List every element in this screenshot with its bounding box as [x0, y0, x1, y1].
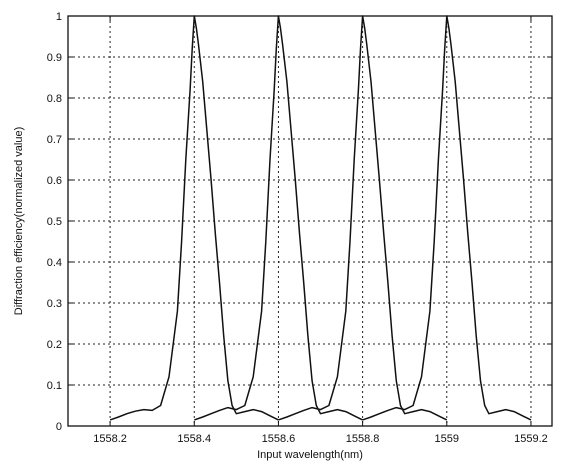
y-axis-label: Diffraction efficiency(normalized value) [13, 127, 25, 316]
grid [68, 16, 552, 426]
y-tick-label: 0 [56, 421, 62, 433]
y-tick-label: 0.8 [47, 93, 62, 105]
series-line-4 [362, 15, 532, 421]
series-layer [109, 15, 532, 421]
x-axis-label: Input wavelength(nm) [257, 449, 363, 461]
x-tick-label: 1558.6 [262, 433, 296, 445]
y-tick-label: 0.3 [47, 298, 62, 310]
y-tick-label: 0.4 [47, 257, 62, 269]
y-tick-label: 1 [56, 11, 62, 23]
series-line-2 [194, 15, 363, 421]
x-tick-label: 1559.2 [514, 433, 548, 445]
y-tick-label: 0.6 [47, 175, 62, 187]
y-tick-labels: 0 0.1 0.2 0.3 0.4 0.5 0.6 0.7 0.8 0.9 1 [47, 11, 62, 433]
x-tick-label: 1558.2 [93, 433, 127, 445]
x-tick-label: 1559 [435, 433, 459, 445]
y-tick-label: 0.7 [47, 134, 62, 146]
x-tick-labels: 1558.2 1558.4 1558.6 1558.8 1559 1559.2 [93, 433, 548, 445]
series-line-3 [278, 15, 448, 421]
y-tick-label: 0.2 [47, 339, 62, 351]
ticks [68, 15, 552, 427]
y-tick-label: 0.9 [47, 52, 62, 64]
x-tick-label: 1558.4 [177, 433, 211, 445]
y-tick-label: 0.1 [47, 380, 62, 392]
y-tick-label: 0.5 [47, 216, 62, 228]
x-tick-label: 1558.8 [346, 433, 380, 445]
series-line-1 [109, 15, 279, 421]
